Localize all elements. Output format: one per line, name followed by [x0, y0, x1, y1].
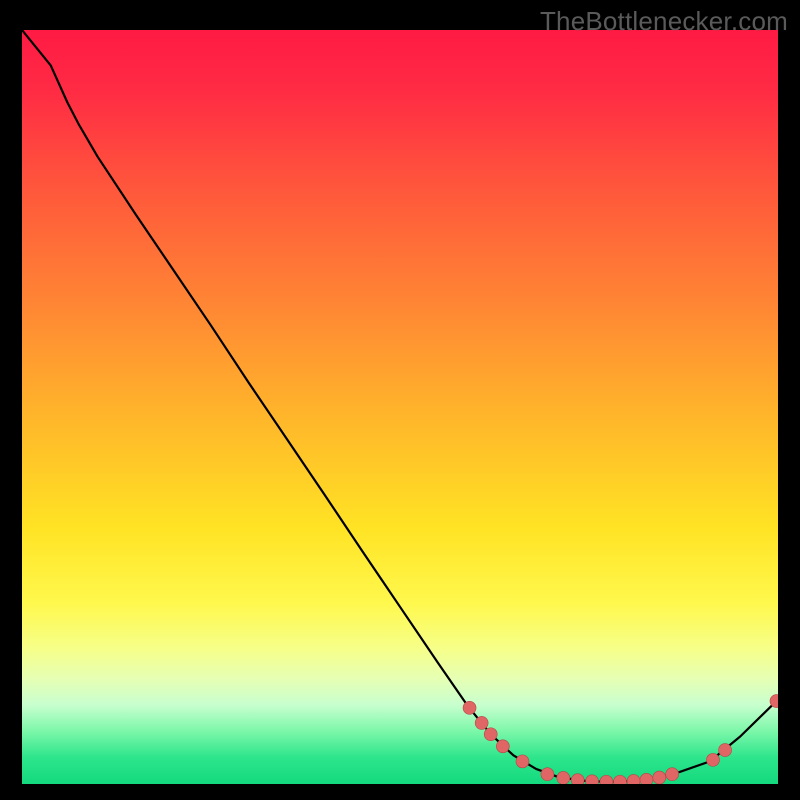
chart-svg: [22, 30, 778, 784]
data-marker: [484, 728, 497, 741]
data-marker: [475, 716, 488, 729]
data-marker: [666, 768, 679, 781]
data-marker: [557, 771, 570, 784]
data-marker: [463, 701, 476, 714]
data-marker: [653, 771, 666, 784]
gradient-background: [22, 30, 778, 784]
watermark-text: TheBottlenecker.com: [540, 6, 788, 37]
data-marker: [640, 773, 653, 784]
data-marker: [571, 774, 584, 784]
chart-container: TheBottlenecker.com: [0, 0, 800, 800]
data-marker: [496, 740, 509, 753]
plot-region: [22, 30, 778, 784]
data-marker: [719, 744, 732, 757]
data-marker: [706, 753, 719, 766]
data-marker: [541, 768, 554, 781]
data-marker: [516, 755, 529, 768]
